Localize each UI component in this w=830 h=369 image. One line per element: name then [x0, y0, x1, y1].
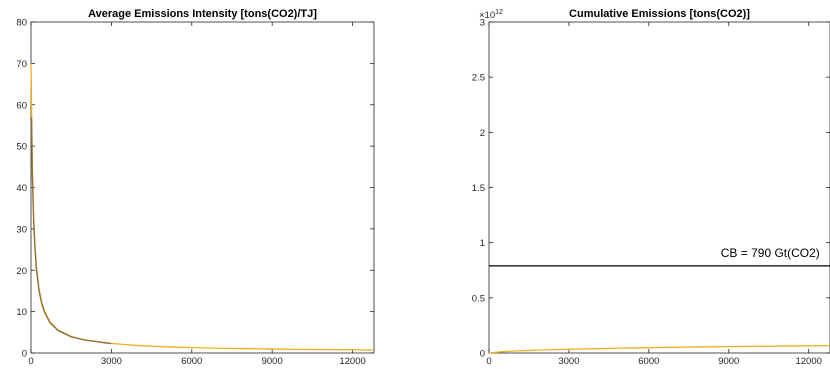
y-tick-label: 3 — [480, 18, 485, 29]
y-tick-label: 2.5 — [472, 73, 485, 84]
y-tick-label: 30 — [16, 224, 27, 235]
y-tick-label: 60 — [16, 100, 27, 111]
y-tick-label: 2 — [480, 128, 485, 139]
chart-2: Cumulative Emissions [tons(CO2)] 0 3000 600… — [472, 8, 830, 367]
y-axis-exponent-base: ×10 — [479, 10, 495, 21]
series-line-2 — [488, 344, 830, 354]
x-tick-label: 12000 — [795, 356, 821, 367]
x-tick-label: 0 — [28, 356, 33, 367]
x-tick-label: 6000 — [181, 356, 202, 367]
y-axis-exponent: ×1012 — [479, 9, 503, 21]
x-tick-label: 9000 — [718, 356, 739, 367]
y-tick-label: 0 — [22, 349, 27, 360]
y-tick-label: 10 — [16, 307, 27, 318]
y-tick-label: 1 — [480, 238, 485, 249]
y-tick-label: 1.5 — [472, 183, 485, 194]
chart-title: Cumulative Emissions [tons(CO2)] — [569, 8, 750, 20]
series-line-1 — [30, 63, 375, 351]
y-tick-label: 70 — [16, 59, 27, 70]
y-tick-label: 0.5 — [472, 293, 485, 304]
y-tick-label: 20 — [16, 266, 27, 277]
y-axis-exponent-power: 12 — [495, 9, 503, 16]
x-tick-label: 9000 — [262, 356, 283, 367]
y-tick-label: 80 — [16, 18, 27, 29]
chart-title: Average Emissions Intensity [tons(CO2)/T… — [88, 8, 317, 20]
x-tick-label: 6000 — [638, 356, 659, 367]
y-tick-label: 50 — [16, 142, 27, 153]
x-tick-label: 12000 — [339, 356, 365, 367]
annotation-label: CB = 790 Gt(CO2) — [721, 246, 820, 260]
plot-area-frame — [488, 21, 830, 354]
y-tick-label: 0 — [480, 349, 485, 360]
y-tick-label: 40 — [16, 183, 27, 194]
series-line-2 — [30, 117, 112, 345]
chart-1: Average Emissions Intensity [tons(CO2)/T… — [16, 8, 375, 367]
x-tick-label: 0 — [486, 356, 491, 367]
x-tick-label: 3000 — [101, 356, 122, 367]
plot-area-frame — [30, 21, 375, 354]
x-tick-label: 3000 — [558, 356, 579, 367]
